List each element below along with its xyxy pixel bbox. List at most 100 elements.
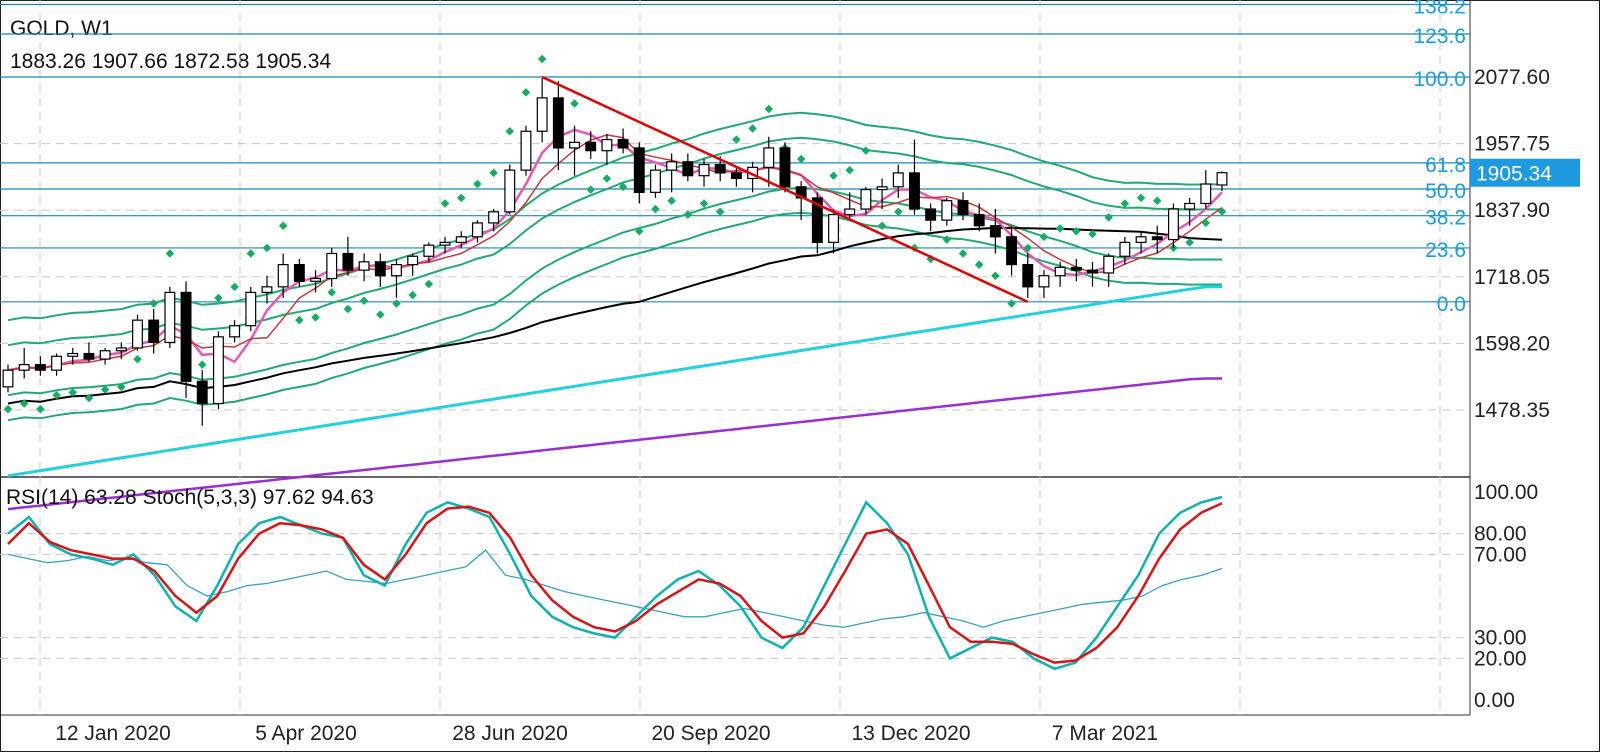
- parabolic-sar-dot: [19, 399, 29, 408]
- moving-average-purple: [7, 377, 1222, 511]
- parabolic-sar-dot: [1136, 193, 1146, 203]
- candle-body: [925, 208, 937, 221]
- candle-body: [1151, 236, 1163, 241]
- candle-body: [763, 147, 775, 168]
- candle-body: [1200, 183, 1212, 205]
- candle-body: [504, 169, 516, 213]
- candle-body: [374, 261, 386, 277]
- parabolic-sar-dot: [440, 199, 450, 208]
- parabolic-sar-dot: [117, 382, 126, 392]
- candle-body: [1119, 241, 1131, 257]
- parabolic-sar-dot: [424, 279, 434, 289]
- parabolic-sar-dot: [683, 210, 693, 219]
- parabolic-sar-dot: [392, 299, 401, 308]
- bollinger-upper-inner: [7, 136, 1222, 347]
- price-tick-label: 1837.90: [1474, 199, 1550, 222]
- parabolic-sar-dot: [376, 310, 385, 319]
- parabolic-sar-dot: [1185, 238, 1194, 247]
- candle-body: [844, 208, 856, 216]
- parabolic-sar-dot: [1153, 196, 1162, 205]
- parabolic-sar-dot: [602, 174, 612, 183]
- parabolic-sar-dot: [991, 271, 1000, 280]
- fib-level-label: 61.8: [1425, 154, 1466, 177]
- parabolic-sar-dot: [1007, 299, 1016, 308]
- parabolic-sar-dot: [343, 304, 353, 314]
- parabolic-sar-dot: [586, 185, 595, 194]
- candle-body: [552, 97, 564, 149]
- parabolic-sar-dot: [36, 404, 45, 414]
- osc-tick-label: 0.00: [1474, 689, 1515, 712]
- price-tick-label: 1957.75: [1474, 133, 1550, 156]
- candle-body: [714, 163, 726, 174]
- candle-body: [1167, 208, 1179, 241]
- candle-body: [1087, 269, 1098, 274]
- candle-body: [1038, 275, 1050, 288]
- candle-body: [342, 252, 354, 271]
- moving-average-long: [7, 226, 1223, 405]
- price-tick-label: 2077.60: [1474, 66, 1550, 89]
- candle-body: [666, 161, 678, 171]
- parabolic-sar-dot: [1072, 227, 1081, 236]
- parabolic-sar-dot: [278, 221, 288, 230]
- candle-body: [196, 380, 208, 405]
- candle-body: [83, 352, 95, 360]
- candle-body: [520, 130, 532, 171]
- parabolic-sar-dot: [861, 146, 871, 155]
- parabolic-sar-dot: [68, 388, 77, 397]
- price-tick-label: 1478.35: [1474, 399, 1550, 422]
- candle-body: [164, 291, 176, 343]
- candle-body: [310, 277, 322, 282]
- stochastic-signal-line: [7, 502, 1223, 664]
- moving-average-fast: [7, 128, 1223, 372]
- time-tick-label: 13 Dec 2020: [851, 722, 970, 745]
- candle-body: [1022, 264, 1034, 288]
- fib-level-label: 138.2: [1413, 0, 1466, 19]
- fib-level-label: 100.0: [1413, 68, 1466, 91]
- parabolic-sar-dot: [197, 360, 207, 369]
- parabolic-sar-dot: [570, 99, 579, 108]
- candle-body: [407, 255, 419, 266]
- parabolic-sar-dot: [537, 54, 547, 64]
- candle-body: [34, 364, 46, 371]
- candle-body: [892, 172, 904, 188]
- osc-tick-label: 80.00: [1474, 523, 1527, 546]
- time-tick-label: 7 Mar 2021: [1052, 722, 1158, 745]
- candle-body: [698, 163, 710, 177]
- candle-body: [828, 213, 839, 243]
- candle-body: [569, 141, 580, 149]
- osc-tick-label: 20.00: [1474, 647, 1527, 670]
- oscillator-title: RSI(14) 63.28 Stoch(5,3,3) 97.62 94.63: [6, 486, 374, 509]
- candle-body: [957, 200, 969, 216]
- parabolic-sar-dot: [1104, 213, 1113, 222]
- candle-body: [1103, 255, 1115, 274]
- fib-level-label: 123.6: [1413, 25, 1466, 48]
- parabolic-sar-dot: [505, 126, 515, 136]
- osc-tick-label: 70.00: [1474, 543, 1527, 566]
- candle-body: [730, 172, 742, 180]
- fib-level-label: 38.2: [1425, 207, 1466, 230]
- parabolic-sar-dot: [877, 221, 887, 230]
- candle-body: [115, 347, 127, 352]
- candle-body: [682, 161, 694, 177]
- candle-body: [1216, 172, 1228, 186]
- candle-body: [585, 141, 597, 152]
- parabolic-sar-dot: [796, 154, 806, 164]
- parabolic-sar-dot: [1055, 224, 1065, 233]
- fib-level-label: 0.0: [1437, 293, 1466, 316]
- last-price-tag: [1470, 158, 1580, 187]
- candle-body: [1070, 266, 1082, 271]
- candle-body: [941, 200, 953, 221]
- candle-body: [973, 213, 985, 227]
- parabolic-sar-dot: [894, 207, 903, 217]
- candle-body: [2, 369, 14, 388]
- price-tick-label: 1598.20: [1474, 332, 1550, 355]
- last-price-label: 1905.34: [1476, 163, 1552, 186]
- parabolic-sar-dot: [473, 179, 482, 189]
- candle-body: [779, 147, 791, 188]
- candle-body: [277, 264, 289, 288]
- moving-average-slow: [7, 134, 1223, 371]
- parabolic-sar-dot: [295, 315, 304, 325]
- candle-body: [488, 211, 500, 224]
- candle-body: [358, 261, 370, 271]
